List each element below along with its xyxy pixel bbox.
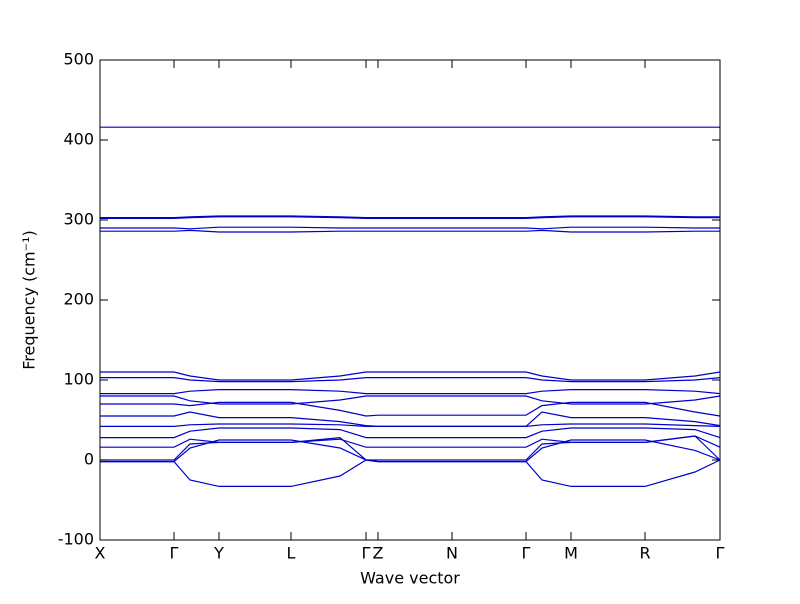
x-tick-label: X: [95, 544, 106, 563]
x-tick-label: Z: [373, 544, 384, 563]
y-tick-label: -100: [58, 530, 94, 549]
band-line: [100, 215, 720, 219]
plot-frame: [99, 59, 721, 541]
x-tick-label: Γ: [716, 544, 725, 563]
band-line: [100, 216, 720, 219]
band-line: [100, 371, 721, 381]
y-tick-label: 400: [63, 130, 94, 149]
y-tick-label: 200: [63, 290, 94, 309]
band-line: [100, 389, 721, 395]
y-tick-label: 100: [63, 370, 94, 389]
x-tick-label: Γ: [170, 544, 179, 563]
band-line: [100, 226, 720, 230]
band-line: [100, 435, 721, 448]
x-tick-label: N: [446, 544, 458, 563]
x-tick-label: Y: [213, 544, 224, 563]
band-line: [100, 377, 721, 383]
y-axis-label: Frequency (cm⁻¹): [20, 230, 39, 369]
band-line: [100, 401, 721, 417]
x-axis-label: Wave vector: [360, 569, 460, 588]
x-tick-label: Γ: [362, 544, 371, 563]
y-tick-label: 0: [84, 450, 94, 469]
band-line: [100, 411, 721, 427]
y-tick-label: 300: [63, 210, 94, 229]
band-line: [100, 395, 721, 405]
x-tick-label: L: [287, 544, 296, 563]
band-line: [100, 229, 720, 233]
x-tick-label: R: [639, 544, 650, 563]
band-line: [100, 439, 721, 463]
x-tick-label: Γ: [522, 544, 531, 563]
y-tick-label: 500: [63, 50, 94, 69]
x-tick-label: M: [564, 544, 578, 563]
band-line: [100, 427, 721, 439]
